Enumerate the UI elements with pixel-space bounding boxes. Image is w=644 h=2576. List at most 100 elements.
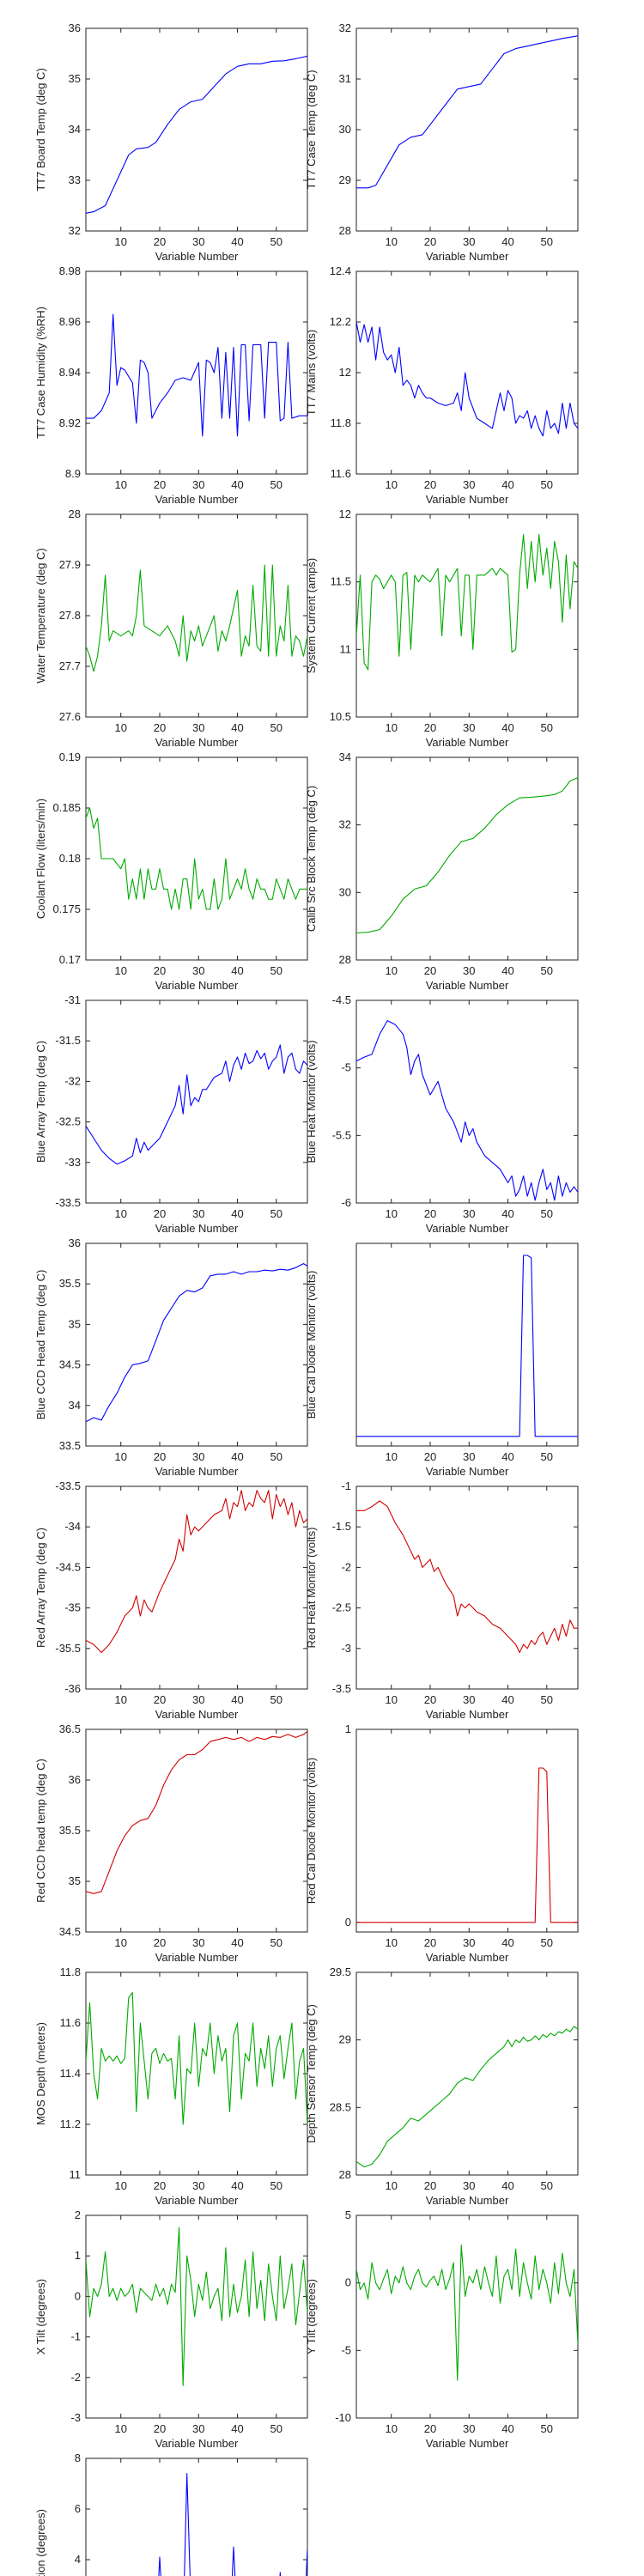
y-tick-label: 11.4	[60, 2067, 81, 2080]
y-tick-label: 0.175	[52, 902, 81, 915]
x-tick-label: 10	[115, 1207, 127, 1220]
x-axis-label: Variable Number	[155, 250, 239, 263]
y-tick-label: 27.8	[59, 609, 81, 622]
x-tick-label: 30	[192, 1693, 204, 1706]
x-tick-label: 20	[154, 2422, 166, 2435]
series-line	[86, 1044, 307, 1165]
chart-3: 10 20 30 40 50 11.6 11.8 12 12.2 12.4 Variable Num…	[305, 264, 579, 506]
x-tick-label: 30	[192, 721, 204, 734]
x-tick-label: 30	[463, 235, 475, 248]
y-axis-label: Red Cal Diode Monitor (volts)	[305, 1758, 318, 1905]
y-axis-label: Water Temperature (deg C)	[34, 548, 47, 683]
y-tick-label: -36	[64, 1682, 81, 1695]
x-tick-label: 30	[192, 235, 204, 248]
plot-frame	[85, 756, 308, 961]
x-tick-label: 20	[424, 964, 436, 977]
x-tick-label: 10	[386, 1936, 398, 1949]
y-axis-label: MOS Depth (meters)	[34, 2022, 47, 2125]
y-tick-label: 2	[75, 2208, 81, 2221]
y-tick-label: 28.5	[330, 2100, 351, 2113]
y-tick-label: 12.4	[330, 264, 351, 277]
x-tick-label: 10	[386, 964, 398, 977]
x-tick-label: 50	[541, 964, 553, 977]
x-tick-label: 30	[463, 964, 475, 977]
series-line	[86, 1992, 307, 2125]
plot-frame	[355, 999, 579, 1204]
plot-frame	[85, 2215, 308, 2419]
y-tick-label: 0.185	[52, 801, 81, 814]
chart-14: 10 20 30 40 50 34.5 35 35.5 36 36.5 Variable Numbe…	[34, 1722, 308, 1964]
y-tick-label: 8.96	[59, 315, 81, 328]
x-tick-label: 40	[501, 721, 513, 734]
y-tick-label: 32	[69, 224, 81, 237]
x-tick-label: 50	[270, 1450, 283, 1463]
x-tick-label: 30	[463, 1936, 475, 1949]
x-tick-label: 50	[270, 235, 283, 248]
series-line	[86, 1263, 307, 1423]
y-tick-label: 6	[75, 2502, 81, 2515]
x-tick-label: 10	[386, 721, 398, 734]
y-tick-label: -2	[341, 1560, 351, 1573]
y-tick-label: -1.5	[332, 1520, 351, 1533]
series-line	[356, 35, 578, 189]
x-tick-label: 10	[386, 235, 398, 248]
y-tick-label: -32.5	[55, 1115, 81, 1128]
y-tick-label: -32	[64, 1074, 81, 1087]
y-axis-label: TT7 Case Temp (deg C)	[305, 70, 318, 189]
y-axis-label: TT7 Board Temp (deg C)	[34, 68, 47, 191]
x-tick-label: 10	[115, 235, 127, 248]
chart-8: 10 20 30 40 50 -33.5 -33 -32.5 -32 -31.5 -31 Variab…	[34, 993, 308, 1235]
x-tick-label: 50	[270, 2422, 283, 2435]
y-tick-label: 35.5	[59, 1277, 81, 1290]
y-tick-label: -6	[341, 1196, 351, 1209]
x-axis-label: Variable Number	[155, 2437, 239, 2450]
x-tick-label: 40	[501, 1693, 513, 1706]
plot-frame	[85, 1485, 308, 1690]
plot-frame	[85, 1242, 308, 1447]
y-tick-label: 0	[345, 1916, 351, 1929]
y-tick-label: 30	[339, 123, 351, 136]
series-line	[356, 2245, 578, 2381]
x-axis-label: Variable Number	[426, 1708, 509, 1721]
x-tick-label: 50	[270, 1936, 283, 1949]
y-tick-label: 0	[345, 2276, 351, 2289]
y-tick-label: 28	[339, 953, 351, 966]
y-tick-label: 8.9	[65, 467, 81, 480]
x-tick-label: 50	[541, 1450, 553, 1463]
x-tick-label: 40	[231, 2179, 243, 2192]
y-tick-label: 4	[75, 2553, 81, 2566]
x-tick-label: 20	[424, 235, 436, 248]
y-tick-label: 27.6	[59, 710, 81, 723]
x-axis-label: Variable Number	[155, 1465, 239, 1478]
x-tick-label: 40	[231, 964, 243, 977]
y-tick-label: 29	[339, 173, 351, 186]
y-tick-label: 34	[69, 123, 81, 136]
x-tick-label: 10	[115, 1450, 127, 1463]
x-tick-label: 50	[541, 1693, 553, 1706]
plot-frame	[355, 270, 579, 475]
x-tick-label: 50	[270, 2179, 283, 2192]
plot-frame	[355, 1971, 579, 2176]
series-line	[356, 1500, 578, 1654]
x-axis-label: Variable Number	[426, 1222, 509, 1235]
chart-12: 10 20 30 40 50 -36 -35.5 -35 -34.5 -34 -33.5 Variab…	[34, 1479, 308, 1721]
y-tick-label: 11.6	[331, 467, 351, 480]
x-axis-label: Variable Number	[426, 2437, 509, 2450]
x-axis-label: Variable Number	[155, 493, 239, 506]
x-tick-label: 20	[424, 1450, 436, 1463]
x-tick-label: 50	[270, 721, 283, 734]
y-tick-label: 31	[339, 72, 351, 85]
x-tick-label: 10	[115, 721, 127, 734]
y-tick-label: -10	[335, 2411, 351, 2424]
y-axis-label: TT7 Mains (volts)	[305, 330, 318, 416]
chart-4: 10 20 30 40 50 27.6 27.7 27.8 27.9 28 Variable Num…	[34, 507, 308, 749]
x-axis-label: Variable Number	[155, 979, 239, 992]
chart-15: 10 20 30 40 50 0 1 Variable Number Red Cal Diode…	[305, 1722, 579, 1964]
x-tick-label: 20	[154, 1450, 166, 1463]
x-tick-label: 30	[463, 721, 475, 734]
y-axis-label: Inclination (degrees)	[34, 2509, 47, 2576]
plot-frame	[85, 27, 308, 232]
x-tick-label: 50	[270, 1207, 283, 1220]
y-tick-label: -33.5	[55, 1479, 81, 1492]
x-tick-label: 30	[463, 1693, 475, 1706]
